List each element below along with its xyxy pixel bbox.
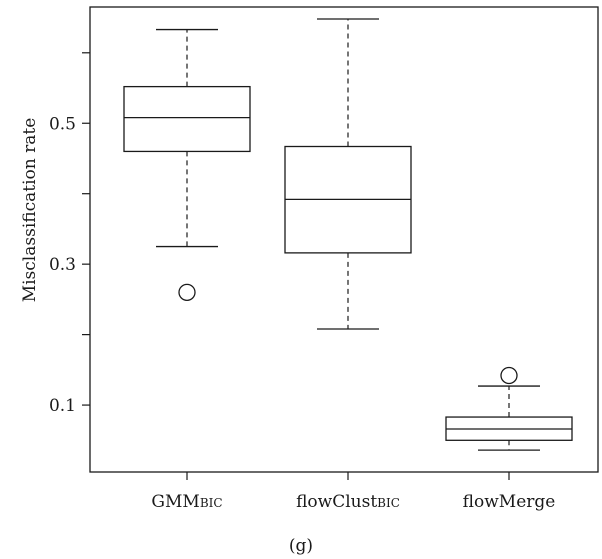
x-tick-label: GMMBIC <box>151 492 222 512</box>
y-axis-label: Misclassification rate <box>20 118 40 303</box>
outlier-point <box>500 366 518 385</box>
box-group <box>123 28 251 301</box>
y-tick-label: 0.5 <box>49 114 76 134</box>
iqr-box <box>123 85 251 153</box>
x-tick-label: flowClustBIC <box>296 492 400 512</box>
x-tick-label: flowMerge <box>463 492 556 512</box>
y-tick-label: 0.1 <box>49 396 76 416</box>
plot-frame <box>89 6 599 473</box>
box-group <box>284 18 412 330</box>
x-axis: GMMBIC flowClustBIC flowMerge <box>151 472 555 512</box>
y-tick-label: 0.3 <box>49 255 76 275</box>
y-axis: 0.1 0.3 0.5 <box>49 52 90 416</box>
box-series <box>123 18 573 451</box>
box-group <box>445 366 573 451</box>
outlier-point <box>178 283 196 301</box>
figure-caption: (g) <box>289 536 313 556</box>
